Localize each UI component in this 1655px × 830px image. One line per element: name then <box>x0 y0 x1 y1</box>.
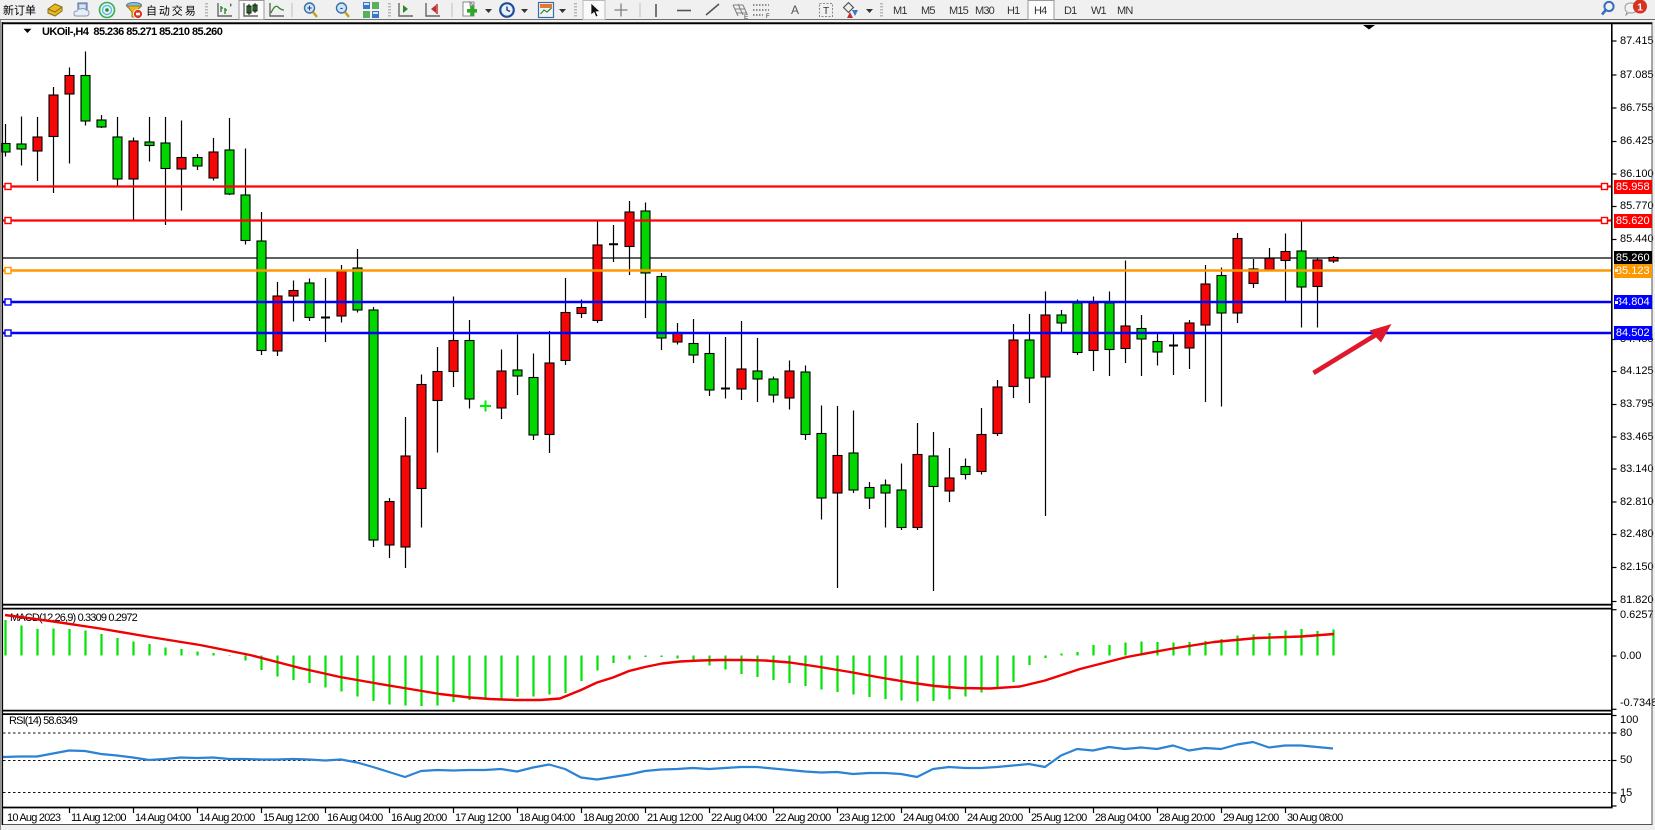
svg-text:M1: M1 <box>893 5 907 17</box>
svg-text:D1: D1 <box>1064 5 1077 17</box>
svg-text:H1: H1 <box>1007 5 1020 17</box>
svg-text:+: + <box>307 3 312 13</box>
svg-text:H4: H4 <box>1034 5 1047 17</box>
svg-text:-: - <box>340 3 343 13</box>
svg-text:E: E <box>744 14 749 21</box>
svg-text:MN: MN <box>1117 5 1133 17</box>
svg-text:M5: M5 <box>921 5 935 17</box>
svg-text:1: 1 <box>1637 2 1643 14</box>
svg-text:A: A <box>791 3 799 17</box>
svg-text:自动交易: 自动交易 <box>146 4 198 18</box>
svg-text:F: F <box>766 14 770 20</box>
svg-text:T: T <box>823 6 829 17</box>
svg-text:W1: W1 <box>1091 5 1107 17</box>
svg-text:M15: M15 <box>949 5 969 17</box>
svg-text:新订单: 新订单 <box>3 3 36 17</box>
svg-text:M30: M30 <box>975 5 995 17</box>
